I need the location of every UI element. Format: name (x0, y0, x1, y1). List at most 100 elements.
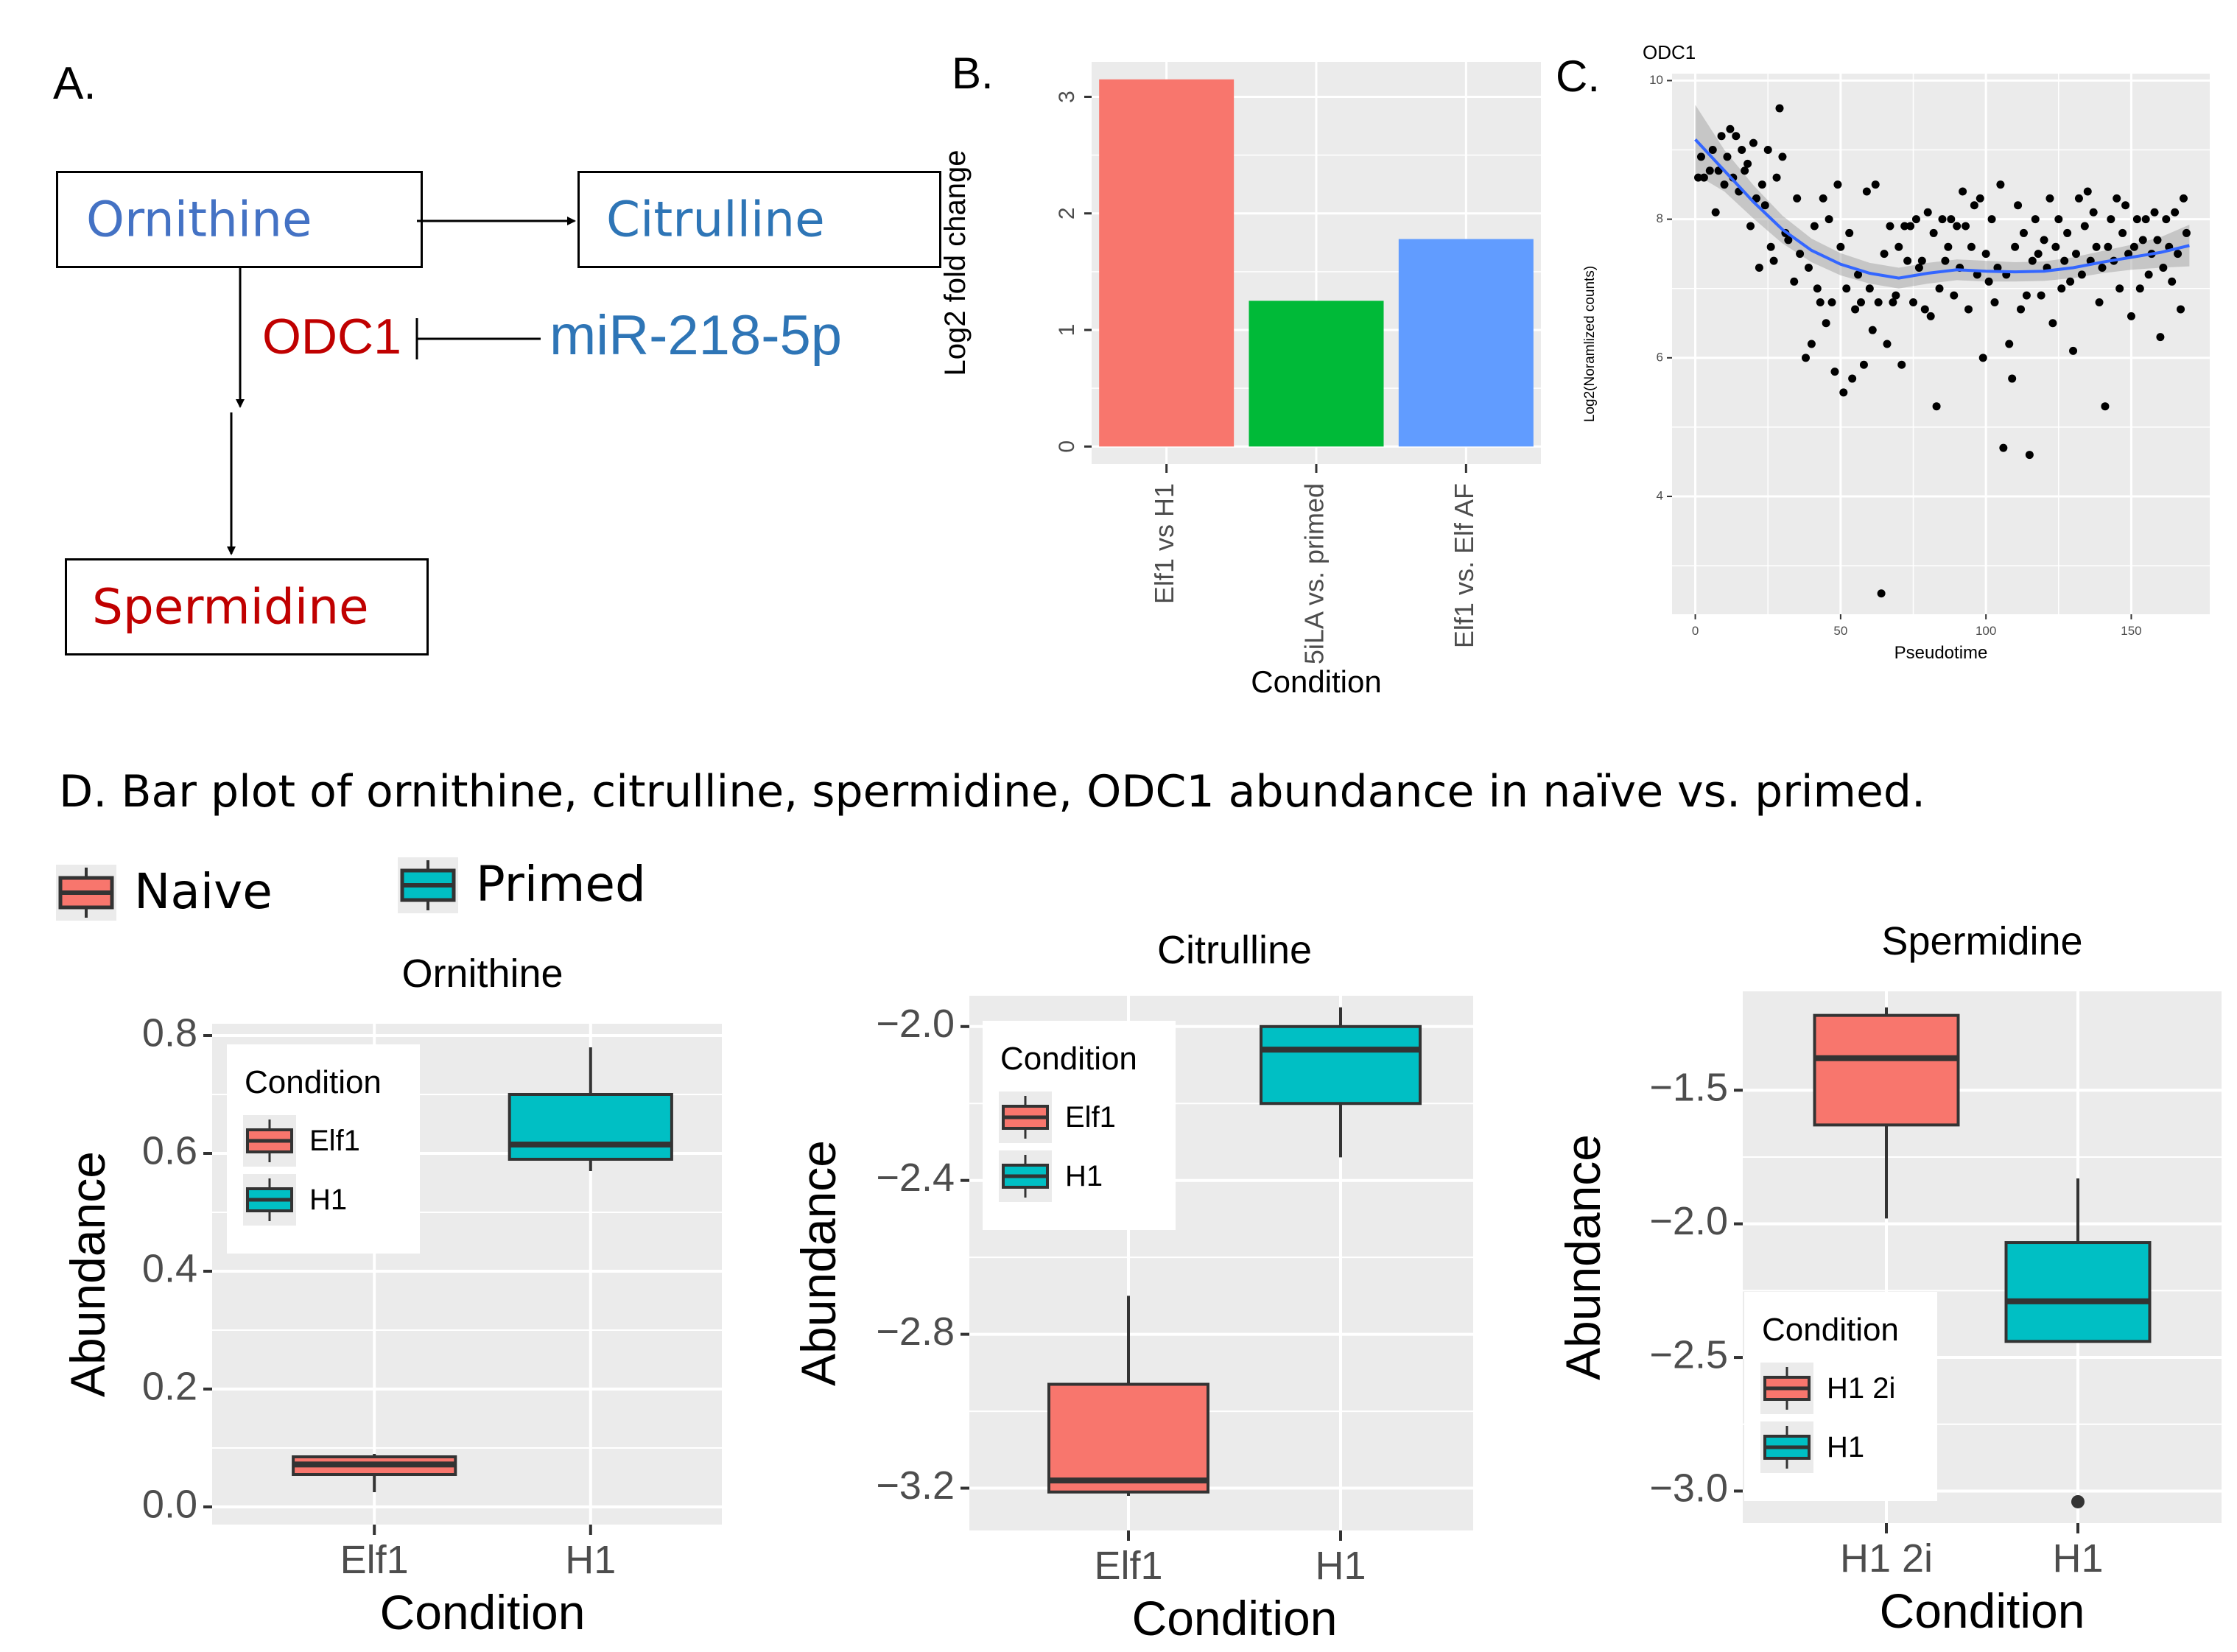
scatter-point (1894, 242, 1903, 251)
scatter-point (1839, 388, 1848, 397)
y-tick-label: 0.2 (142, 1364, 197, 1408)
bar (1099, 79, 1235, 447)
chart-title: Spermidine (1881, 919, 2082, 963)
scatter-point (1886, 222, 1894, 231)
scatter-point (1830, 368, 1839, 376)
scatter-point (1981, 250, 1990, 259)
legend-title: Condition (1762, 1312, 1899, 1348)
legend-entry-label: Elf1 (1065, 1101, 1116, 1133)
panel-b-letter: B. (952, 49, 994, 98)
x-tick-label: 50 (1833, 624, 1847, 638)
x-axis-label: Condition (1880, 1584, 2085, 1638)
scatter-point (1990, 298, 1999, 307)
scatter-point (2129, 242, 2138, 251)
scatter-point (1833, 180, 1842, 189)
x-tick-label: Elf1 (1094, 1544, 1162, 1588)
scatter-point (1926, 312, 1935, 320)
scatter-point (1755, 263, 1763, 272)
scatter-point (1932, 402, 1941, 411)
y-tick-label: −3.0 (1649, 1466, 1728, 1511)
chart-title: Ornithine (401, 952, 563, 996)
scatter-point (2017, 305, 2026, 314)
scatter-point (1732, 132, 1741, 141)
scatter-point (1816, 298, 1825, 307)
chart-title: Citrulline (1157, 928, 1312, 972)
naive-key (53, 862, 119, 927)
y-tick-label: 0.8 (142, 1010, 197, 1055)
scatter-point (1970, 201, 1978, 210)
scatter-point (1868, 326, 1877, 334)
y-tick-label: 0 (1055, 440, 1079, 453)
scatter-point (2118, 228, 2127, 237)
scatter-point (1914, 263, 1923, 272)
scatter-point (2022, 291, 2031, 300)
bar (1249, 300, 1384, 447)
scatter-point (2095, 298, 2104, 307)
scatter-point (1784, 236, 1793, 245)
x-tick-label: 5iLA vs. primed (1299, 483, 1330, 664)
scatter-point (2153, 236, 2162, 245)
naive-key-label: Naive (134, 863, 273, 920)
scatter-point (1941, 256, 1950, 265)
y-axis-label: Abundance (791, 1140, 846, 1386)
legend-entry-label: H1 (1827, 1431, 1864, 1463)
scatter-point (1717, 132, 1726, 141)
scatter-point (2031, 215, 2040, 224)
x-axis-label: Pseudotime (1894, 643, 1988, 663)
scatter-point (2074, 194, 2083, 203)
scatter-point (1793, 194, 1802, 203)
scatter-point (2066, 277, 2075, 286)
scatter-point (1705, 166, 1714, 175)
x-axis-label: Condition (380, 1585, 586, 1639)
y-tick-label: 0.6 (142, 1128, 197, 1173)
scatter-point (1920, 305, 1929, 314)
scatter-point (1996, 180, 2005, 189)
scatter-point (1874, 298, 1883, 307)
scatter-point (1842, 284, 1851, 293)
scatter-point (2156, 333, 2165, 342)
scatter-point (2057, 284, 2066, 293)
scatter-point (2028, 256, 2037, 265)
scatter-point (2159, 263, 2168, 272)
scatter-point (1987, 215, 1996, 224)
panel-a-letter: A. (53, 58, 96, 109)
scatter-point (1947, 215, 1956, 224)
ornithine-node: Ornithine (56, 171, 423, 268)
y-tick-label: −2.0 (1649, 1199, 1728, 1243)
scatter-point (2127, 312, 2135, 320)
scatter-point (1769, 256, 1778, 265)
scatter-point (1967, 242, 1976, 251)
scatter-point (2060, 256, 2069, 265)
y-tick-label: −3.2 (876, 1463, 955, 1508)
scatter-point (2124, 250, 2133, 259)
scatter-point (2071, 250, 2080, 259)
scatter-point (2171, 208, 2180, 217)
primed-key-swatch (398, 857, 458, 913)
y-tick-label: 4 (1657, 489, 1663, 503)
scatter-point (1711, 208, 1720, 217)
scatter-point (2077, 270, 2086, 279)
scatter-point (1984, 277, 1993, 286)
y-axis-label: Log2 fold change (939, 150, 972, 376)
scatter-point (1746, 222, 1755, 231)
scatter-point (1772, 173, 1781, 182)
scatter-point (2034, 250, 2043, 259)
legend-title: Condition (245, 1064, 382, 1100)
scatter-point (2179, 194, 2188, 203)
scatter-point (1999, 443, 2008, 452)
scatter-point (1766, 242, 1775, 251)
scatter-point (2092, 242, 2101, 251)
scatter-point (1892, 291, 1900, 300)
spermidine-node: Spermidine (65, 558, 429, 655)
y-tick-label: 8 (1657, 211, 1663, 225)
scatter-point (1993, 263, 2002, 272)
scatter-point (1929, 228, 1938, 237)
scatter-point (1827, 298, 1836, 307)
scatter-point (1856, 298, 1865, 307)
scatter-point (1851, 305, 1860, 314)
outlier-point (2071, 1494, 2085, 1508)
scatter-point (2011, 242, 2020, 251)
